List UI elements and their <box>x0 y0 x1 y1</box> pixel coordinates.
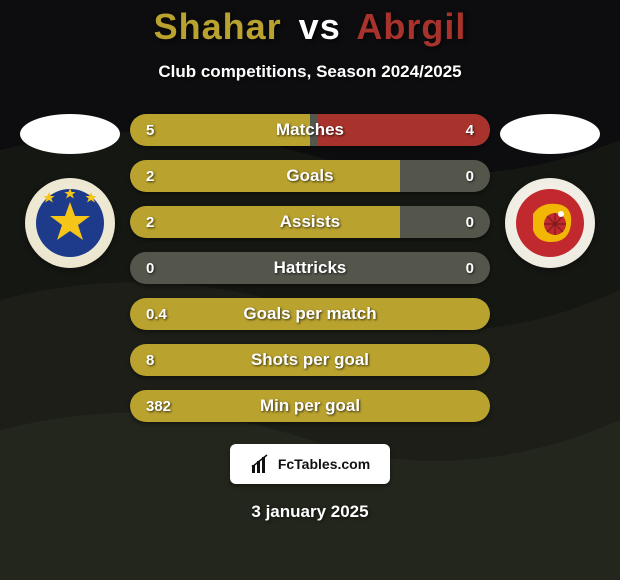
stat-label: Matches <box>130 120 490 140</box>
stat-bar: 54Matches <box>130 114 490 146</box>
title-player2: Abrgil <box>356 6 466 47</box>
chart-icon <box>250 453 272 475</box>
team2-crest <box>505 178 595 268</box>
stat-label: Goals per match <box>130 304 490 324</box>
stat-bar: 8Shots per goal <box>130 344 490 376</box>
source-badge[interactable]: FcTables.com <box>230 444 390 484</box>
team1-crest-inner <box>31 184 109 262</box>
stats-zone: 54Matches 20Goals 20Assists 00Hattricks 0.4G… <box>0 114 620 422</box>
side-right <box>490 114 610 268</box>
stat-bar: 0.4Goals per match <box>130 298 490 330</box>
date-label: 3 january 2025 <box>251 502 368 522</box>
subtitle: Club competitions, Season 2024/2025 <box>158 62 461 82</box>
stat-label: Assists <box>130 212 490 232</box>
content-root: Shahar vs Abrgil Club competitions, Seas… <box>0 0 620 580</box>
stat-bar: 20Assists <box>130 206 490 238</box>
side-left <box>10 114 130 268</box>
player1-silhouette <box>20 114 120 154</box>
stat-bars: 54Matches 20Goals 20Assists 00Hattricks 0.4G… <box>130 114 490 422</box>
source-badge-text: FcTables.com <box>278 456 370 472</box>
stat-label: Min per goal <box>130 396 490 416</box>
stat-label: Hattricks <box>130 258 490 278</box>
page-title: Shahar vs Abrgil <box>154 6 467 48</box>
title-vs: vs <box>299 6 341 47</box>
player2-silhouette <box>500 114 600 154</box>
team2-crest-inner <box>511 184 589 262</box>
team1-crest <box>25 178 115 268</box>
stat-bar: 20Goals <box>130 160 490 192</box>
stat-label: Shots per goal <box>130 350 490 370</box>
stat-bar: 382Min per goal <box>130 390 490 422</box>
stat-bar: 00Hattricks <box>130 252 490 284</box>
stat-label: Goals <box>130 166 490 186</box>
title-player1: Shahar <box>154 6 282 47</box>
